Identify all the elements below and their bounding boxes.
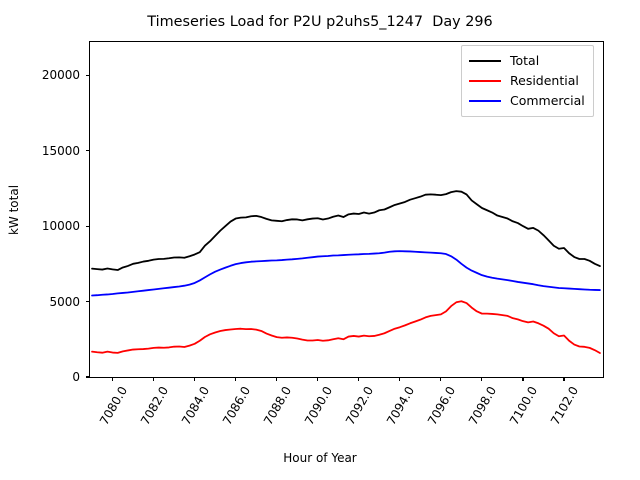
x-tick-mark (481, 377, 483, 381)
y-tick-label: 10000 (41, 219, 80, 234)
legend-swatch-commercial-icon (469, 100, 501, 102)
y-tick-mark (85, 74, 89, 76)
x-tick-mark (112, 377, 114, 381)
y-tick-label: 15000 (41, 143, 80, 158)
y-tick-mark (85, 300, 89, 303)
chart-legend: Total Residential Commercial (461, 45, 594, 117)
x-tick-mark (317, 377, 319, 381)
x-tick-mark (399, 377, 401, 381)
x-tick-mark (153, 377, 155, 381)
series-line-commercial (91, 250, 601, 297)
y-tick-label: 0 (72, 370, 80, 384)
y-tick-label: 5000 (49, 294, 80, 309)
x-tick-mark (522, 377, 524, 381)
legend-label: Total (510, 52, 540, 68)
legend-label: Residential (510, 72, 579, 88)
legend-item: Total (469, 51, 585, 71)
y-tick-mark (85, 376, 89, 378)
series-canvas (91, 190, 601, 354)
legend-item: Commercial (469, 91, 585, 111)
chart-title: Timeseries Load for P2U p2uhs5_1247 Day … (147, 14, 493, 30)
x-tick-mark (194, 377, 196, 381)
x-tick-mark (440, 377, 442, 381)
series-line-total (91, 190, 601, 271)
legend-label: Commercial (510, 92, 585, 108)
x-tick-mark (276, 377, 278, 381)
legend-item: Residential (469, 71, 585, 91)
legend-swatch-residential-icon (469, 80, 501, 82)
legend-swatch-total-icon (469, 60, 501, 62)
x-axis-label: Hour of Year (283, 451, 357, 465)
x-tick-mark (235, 377, 237, 381)
series-line-residential (91, 300, 601, 354)
y-tick-mark (85, 150, 89, 152)
x-tick-mark (563, 377, 565, 381)
x-tick-mark (358, 377, 360, 381)
y-tick-mark (85, 225, 89, 227)
y-tick-label: 20000 (41, 68, 80, 83)
